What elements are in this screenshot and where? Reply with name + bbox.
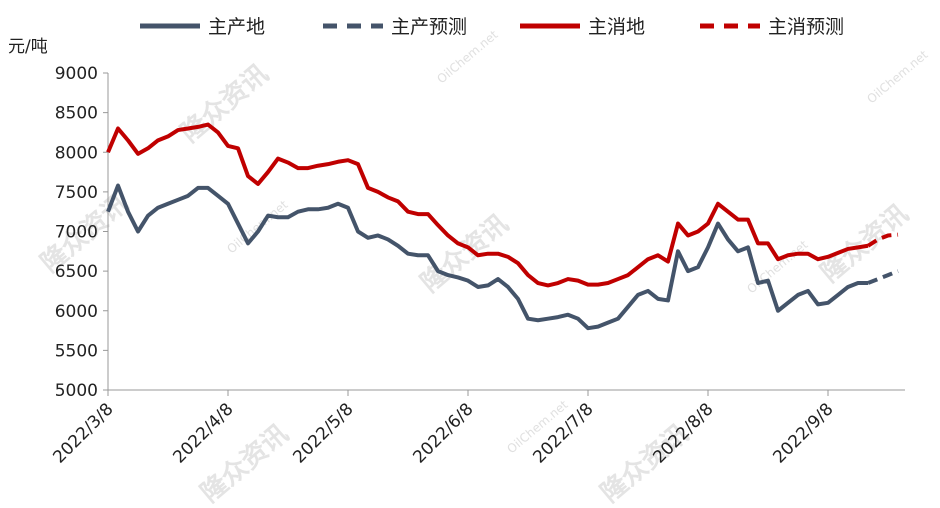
- series-line: [106, 183, 868, 331]
- y-tick-label: 8500: [55, 104, 98, 124]
- watermark: 隆众资讯: [175, 59, 274, 149]
- legend-label: 主产预测: [391, 16, 467, 38]
- legend-label: 主消地: [588, 16, 645, 38]
- y-tick-label: 5500: [55, 341, 98, 361]
- series-line: [866, 232, 899, 248]
- x-tick-label: 2022/5/8: [289, 399, 357, 467]
- y-tick-label: 7500: [55, 183, 98, 203]
- y-tick-label: 8000: [55, 143, 98, 163]
- x-tick-label: 2022/6/8: [409, 399, 477, 467]
- legend-label: 主产地: [208, 16, 265, 38]
- y-tick-label: 7000: [55, 223, 98, 243]
- y-tick-label: 5000: [55, 381, 98, 401]
- x-tick-label: 2022/3/8: [49, 399, 117, 467]
- watermark: 隆众资讯: [815, 199, 914, 289]
- watermark: OilChem.net: [224, 197, 290, 256]
- y-tick-label: 6500: [55, 262, 98, 282]
- x-tick-label: 2022/9/8: [769, 399, 837, 467]
- series-line: [867, 269, 899, 285]
- y-tick-label: 9000: [55, 64, 98, 84]
- watermark: OilChem.net: [864, 47, 930, 106]
- y-tick-label: 6000: [55, 302, 98, 322]
- series-line: [106, 122, 869, 288]
- legend-label: 主消预测: [768, 16, 844, 38]
- y-axis-label: 元/吨: [8, 37, 48, 57]
- x-tick-label: 2022/4/8: [169, 399, 237, 467]
